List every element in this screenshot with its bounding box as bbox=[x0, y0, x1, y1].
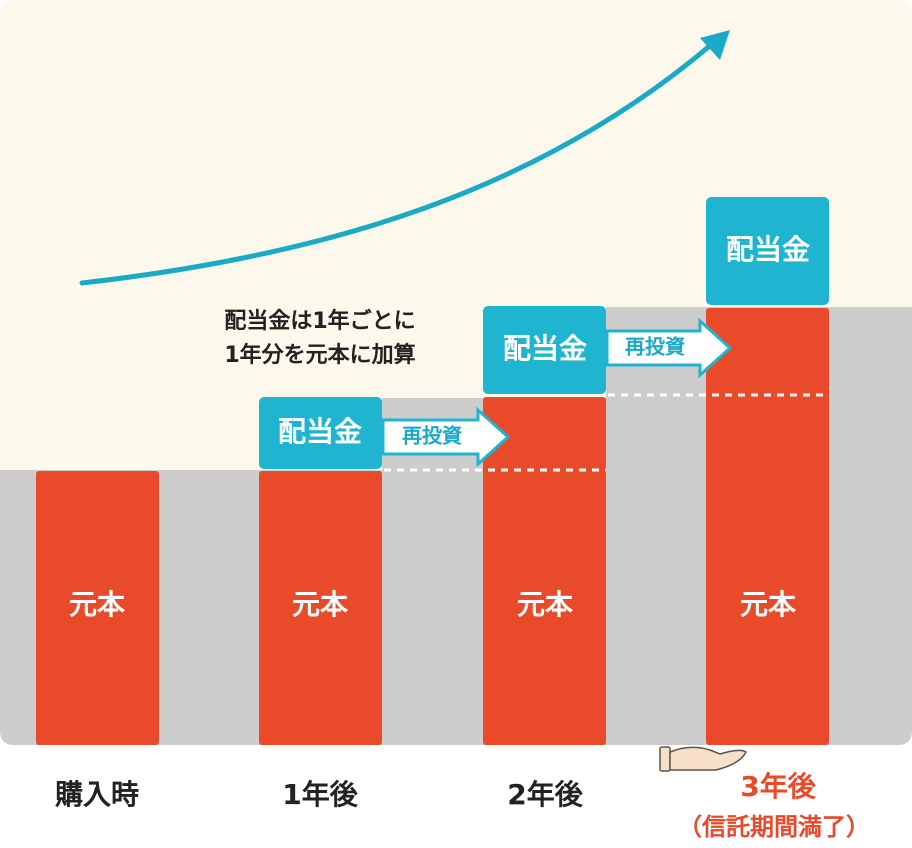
dividend-label: 配当金 bbox=[503, 332, 587, 365]
growth-arrowhead bbox=[700, 30, 730, 60]
principal-label: 元本 bbox=[740, 588, 797, 621]
column-label: 1年後 bbox=[282, 778, 358, 811]
dividend-box bbox=[483, 306, 606, 394]
reinvest-label: 再投資 bbox=[625, 335, 685, 359]
gray-steps bbox=[0, 307, 912, 745]
dividend-box bbox=[706, 197, 829, 305]
maturity-label: （信託期間満了） bbox=[678, 813, 870, 841]
column-label: 購入時 bbox=[55, 778, 139, 811]
dividend-label: 配当金 bbox=[726, 233, 810, 266]
principal-bar bbox=[36, 471, 159, 745]
principal-label: 元本 bbox=[69, 588, 126, 621]
principal-bar bbox=[706, 308, 829, 745]
hand-icon bbox=[659, 746, 747, 772]
principal-bar bbox=[259, 471, 382, 745]
principal-label: 元本 bbox=[517, 588, 574, 621]
principal-label: 元本 bbox=[292, 588, 349, 621]
column-label: 2年後 bbox=[507, 778, 583, 811]
principal-bar bbox=[483, 397, 606, 745]
dividend-label: 配当金 bbox=[278, 415, 362, 448]
column-label: 3年後 bbox=[740, 770, 816, 803]
note-line: 1年分を元本に加算 bbox=[224, 342, 415, 368]
growth-curve bbox=[79, 41, 715, 286]
reinvest-arrow bbox=[605, 317, 733, 379]
note-line: 配当金は1年ごとに bbox=[224, 308, 415, 334]
reinvest-label: 再投資 bbox=[402, 424, 462, 448]
dividend-box bbox=[259, 397, 382, 469]
reinvest-arrow bbox=[381, 406, 511, 468]
